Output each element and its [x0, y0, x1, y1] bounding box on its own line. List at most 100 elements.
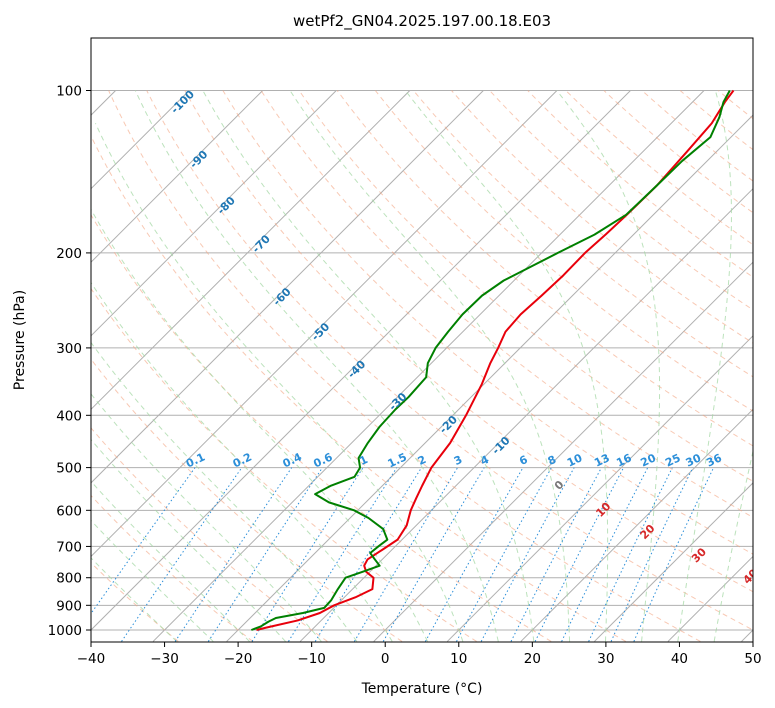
isotherm-line	[446, 335, 753, 642]
x-axis-label: Temperature (°C)	[361, 681, 483, 697]
dry-adiabat-line	[108, 90, 701, 642]
dry-adiabat-line	[641, 90, 753, 182]
moist-adiabat-line	[91, 341, 358, 642]
x-axis-ticks: −40 −30 −20 −10 0 10 20 30 40 50	[77, 642, 762, 667]
y-tick-label: 700	[56, 539, 82, 555]
dewpoint-profile-line	[250, 90, 731, 631]
mixing-ratio-label: 36	[704, 451, 724, 469]
x-tick-label: 40	[671, 651, 688, 667]
moist-adiabat-label: 20	[638, 522, 658, 542]
isotherm-line	[91, 90, 264, 263]
mixing-ratio-line	[561, 467, 649, 642]
y-tick-label: 800	[56, 571, 82, 587]
mixing-ratio-line	[207, 467, 323, 642]
profile-series	[250, 89, 735, 631]
y-tick-label: 600	[56, 503, 82, 519]
dry-adiabat-label: -100	[168, 87, 197, 116]
x-tick-label: −40	[77, 651, 106, 667]
isotherm-line	[91, 90, 484, 484]
mixing-ratio-line	[91, 467, 196, 615]
dry-adiabat-line	[91, 494, 254, 642]
dry-adiabat-line	[717, 90, 753, 120]
moist-adiabat-line	[91, 393, 322, 642]
mixing-ratio-line	[534, 467, 625, 642]
dry-adiabat-line	[91, 287, 477, 642]
dry-adiabat-line	[451, 90, 753, 344]
mixing-ratio-line	[174, 467, 293, 642]
moist-adiabat-line	[91, 480, 250, 642]
y-axis-label: Pressure (hPa)	[12, 290, 28, 390]
mixing-ratio-label: 8	[546, 453, 558, 468]
mixing-ratio-label: 13	[592, 451, 611, 469]
isotherm-line	[91, 90, 631, 631]
x-tick-label: 30	[597, 651, 614, 667]
moist-adiabats	[91, 90, 753, 642]
y-tick-label: 1000	[48, 623, 82, 639]
y-tick-label: 100	[56, 84, 82, 100]
mixing-ratio-lines	[91, 467, 715, 642]
moist-adiabat-label: 40	[741, 566, 761, 586]
moist-adiabat-line	[91, 208, 428, 642]
isotherm-line	[741, 629, 753, 642]
y-tick-label: 500	[56, 461, 82, 477]
moist-adiabat-line	[404, 90, 609, 642]
mixing-ratio-label: 2	[416, 453, 428, 468]
dry-adiabat-line	[91, 213, 552, 642]
moist-adiabat-line	[91, 519, 214, 642]
dry-adiabat-line	[91, 562, 179, 642]
mixing-ratio-label: 6	[517, 453, 530, 468]
dry-adiabat-label: -80	[215, 194, 238, 217]
x-tick-label: −20	[224, 651, 253, 667]
skewed-isotherm-gridlines	[91, 90, 753, 642]
dry-adiabat-line	[336, 90, 753, 447]
dry-adiabat-line	[260, 90, 753, 518]
mixing-ratio-line	[456, 467, 552, 642]
dry-adiabat-line	[146, 90, 753, 631]
isotherm-line	[91, 90, 337, 337]
dry-adiabat-label: -70	[250, 232, 273, 255]
moist-adiabat-line	[202, 90, 535, 642]
plot-area: -100-90-80-70-60-50-40-30-20-10010203040…	[91, 87, 775, 642]
mixing-ratio-label: 16	[614, 451, 634, 469]
plot-frame	[90, 37, 754, 643]
mixing-ratio-line	[314, 467, 422, 642]
moist-adiabat-line	[556, 90, 661, 642]
dry-adiabats	[91, 90, 775, 642]
x-tick-label: 10	[450, 651, 467, 667]
x-tick-label: −30	[150, 651, 179, 667]
moist-adiabat-line	[677, 90, 732, 642]
mixing-ratio-label: 10	[565, 451, 585, 469]
dry-adiabat-line	[184, 90, 753, 593]
isotherm-line	[226, 114, 753, 642]
dry-adiabat-label: -50	[309, 320, 332, 343]
mixing-ratio-label: 4	[479, 453, 492, 468]
mixing-ratio-label: 30	[684, 451, 704, 469]
mixing-ratio-label: 3	[452, 453, 464, 468]
mixing-ratio-line	[610, 467, 694, 642]
chart-title: wetPf2_GN04.2025.197.00.18.E03	[293, 12, 551, 31]
y-tick-label: 900	[56, 598, 82, 614]
isotherm-line	[91, 90, 411, 411]
mixing-ratio-line	[251, 467, 364, 642]
dry-adiabat-line	[756, 91, 775, 642]
dry-adiabat-line	[413, 90, 753, 378]
x-tick-label: −10	[297, 651, 326, 667]
dry-adiabat-line	[527, 90, 753, 278]
dry-adiabat-line	[222, 90, 753, 555]
dry-adiabat-label: -40	[345, 358, 368, 381]
temperature-profile-line	[256, 89, 735, 631]
dry-adiabat-label: -60	[270, 285, 293, 308]
y-tick-label: 400	[56, 408, 82, 424]
isotherm-line	[91, 90, 190, 190]
isotherm-line	[373, 261, 753, 642]
dry-adiabat-label: -30	[386, 390, 409, 413]
y-tick-label: 200	[56, 246, 82, 262]
mixing-ratio-label: 25	[663, 451, 682, 469]
mixing-ratio-line	[354, 467, 459, 642]
dry-adiabat-line	[91, 358, 403, 642]
moist-adiabat-line	[94, 123, 464, 642]
y-axis-ticks: 100 200 300 400 500 600 700 800 900 1000	[48, 84, 91, 639]
moist-adiabat-line	[134, 90, 499, 642]
isotherm-line	[520, 408, 753, 642]
